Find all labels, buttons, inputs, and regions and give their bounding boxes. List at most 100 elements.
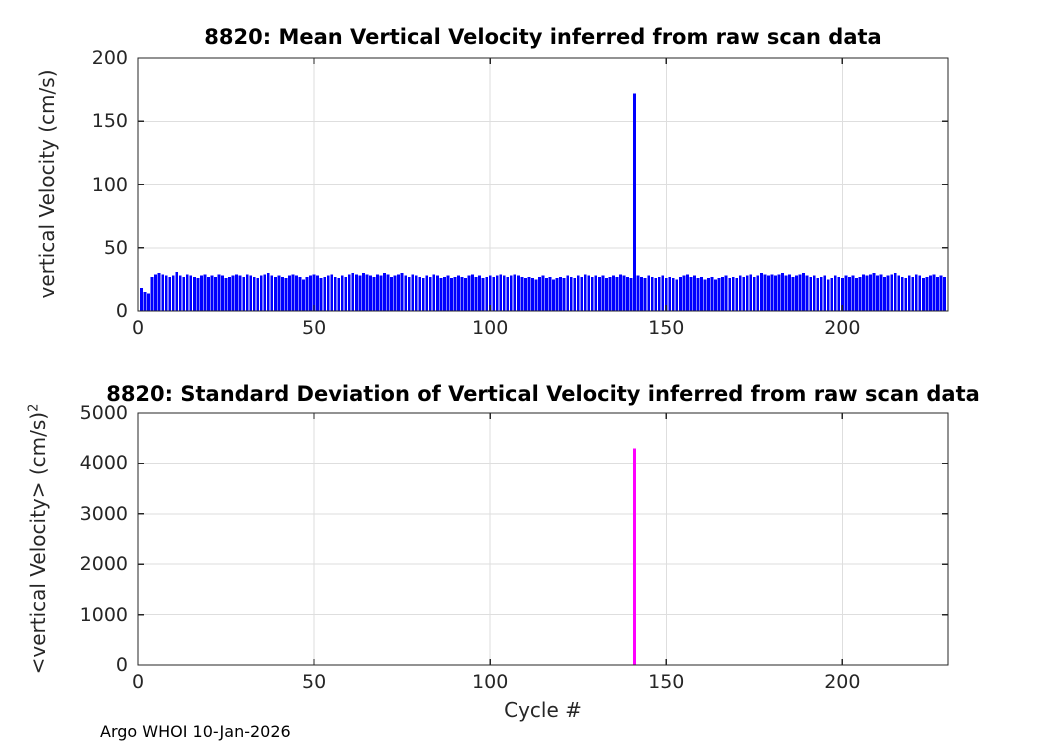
bar-cycle-158: [693, 275, 696, 311]
bar-cycle-228: [939, 275, 943, 311]
bar-cycle-62: [354, 274, 358, 311]
bar-cycle-22: [214, 276, 217, 311]
bar-cycle-147: [654, 278, 658, 311]
bar-cycle-2: [143, 292, 147, 311]
bar-cycle-88: [446, 275, 450, 311]
bar-cycle-157: [689, 276, 693, 311]
bar-cycle-64: [361, 273, 365, 311]
bar-cycle-97: [478, 275, 482, 311]
bar-cycle-37: [266, 273, 270, 311]
y-tick-label: 200: [91, 47, 128, 69]
top-chart-title: 8820: Mean Vertical Velocity inferred fr…: [204, 25, 882, 49]
bar-cycle-53: [323, 276, 327, 311]
bar-cycle-141: [633, 93, 636, 311]
bar-cycle-227: [936, 276, 939, 311]
bar-cycle-226: [932, 274, 936, 311]
bar-cycle-100: [488, 275, 492, 311]
bar-cycle-215: [893, 273, 897, 311]
bar-cycle-201: [844, 275, 848, 311]
bar-cycle-108: [516, 275, 520, 311]
bottom-y-axis-label: <vertical Velocity> (cm/s)2: [26, 404, 50, 675]
bar-cycle-81: [421, 278, 425, 311]
bar-cycle-178: [763, 274, 767, 311]
bar-cycle-52: [319, 278, 323, 311]
bar-cycle-133: [604, 278, 608, 311]
bar-cycle-170: [735, 278, 739, 311]
bar-cycle-222: [918, 275, 922, 311]
x-tick-label: 100: [472, 317, 509, 339]
bar-cycle-213: [886, 275, 890, 311]
bar-cycle-47: [302, 279, 305, 312]
bar-cycle-146: [650, 276, 654, 311]
bar-cycle-72: [390, 276, 393, 311]
bar-cycle-109: [520, 276, 524, 311]
bar-cycle-85: [435, 275, 439, 311]
bar-cycle-139: [626, 276, 629, 311]
bar-cycle-101: [492, 276, 496, 311]
bar-cycle-180: [770, 274, 774, 311]
bar-cycle-175: [752, 276, 756, 311]
bar-cycle-149: [661, 275, 665, 311]
bar-cycle-83: [428, 276, 432, 311]
bar-cycle-80: [418, 276, 422, 311]
bar-cycle-112: [531, 278, 534, 311]
bar-cycle-56: [333, 276, 337, 311]
bar-cycle-124: [573, 278, 577, 311]
bar-cycle-20: [207, 276, 210, 311]
bar-cycle-76: [404, 275, 408, 311]
bar-cycle-103: [499, 274, 503, 311]
x-tick-label: 0: [131, 671, 145, 693]
bar-cycle-192: [812, 275, 816, 311]
bar-cycle-156: [685, 274, 689, 311]
bar-cycle-15: [189, 275, 193, 311]
bar-cycle-189: [802, 273, 806, 311]
bar-cycle-195: [823, 275, 827, 311]
x-tick-label: 150: [648, 317, 685, 339]
bar-cycle-126: [580, 276, 584, 311]
bar-cycle-137: [619, 274, 622, 311]
bar-cycle-216: [897, 275, 901, 311]
bar-cycle-154: [678, 276, 682, 311]
bar-cycle-217: [900, 276, 904, 311]
bar-cycle-29: [238, 275, 242, 311]
bar-cycle-130: [594, 275, 598, 311]
bar-cycle-35: [259, 275, 263, 311]
bar-cycle-212: [883, 276, 887, 311]
bar-cycle-160: [700, 276, 703, 311]
bar-cycle-116: [545, 278, 548, 311]
bar-cycle-138: [622, 275, 626, 311]
bar-cycle-132: [601, 275, 605, 311]
bar-cycle-223: [921, 278, 925, 311]
bar-cycle-12: [178, 275, 182, 311]
bottom-chart-title: 8820: Standard Deviation of Vertical Vel…: [106, 382, 980, 406]
bar-cycle-207: [865, 275, 869, 311]
bar-cycle-63: [358, 275, 362, 311]
bar-cycle-162: [707, 278, 710, 311]
bar-cycle-188: [798, 274, 802, 311]
bar-cycle-40: [277, 275, 281, 311]
bar-cycle-89: [450, 278, 453, 311]
bar-cycle-10: [171, 275, 175, 311]
bar-cycle-151: [668, 276, 672, 311]
bar-cycle-209: [872, 273, 876, 311]
axes-box: [137, 412, 949, 666]
bar-cycle-106: [509, 275, 513, 311]
bar-cycle-203: [851, 275, 855, 311]
bar-cycle-164: [714, 279, 717, 312]
bar-cycle-87: [442, 276, 446, 311]
bar-cycle-51: [316, 275, 320, 311]
x-tick-label: 200: [824, 671, 861, 693]
bar-cycle-193: [816, 278, 820, 311]
bar-cycle-187: [795, 275, 798, 311]
y-tick-label: 3000: [79, 502, 128, 525]
bar-cycle-77: [407, 276, 411, 311]
bar-cycle-123: [569, 276, 573, 311]
bar-cycle-113: [534, 279, 538, 312]
bar-cycle-210: [876, 275, 879, 311]
bar-cycle-7: [161, 274, 165, 311]
bar-cycle-48: [305, 276, 309, 311]
bar-cycle-214: [890, 274, 894, 311]
bar-cycle-65: [365, 274, 369, 311]
bar-cycle-197: [830, 278, 834, 311]
